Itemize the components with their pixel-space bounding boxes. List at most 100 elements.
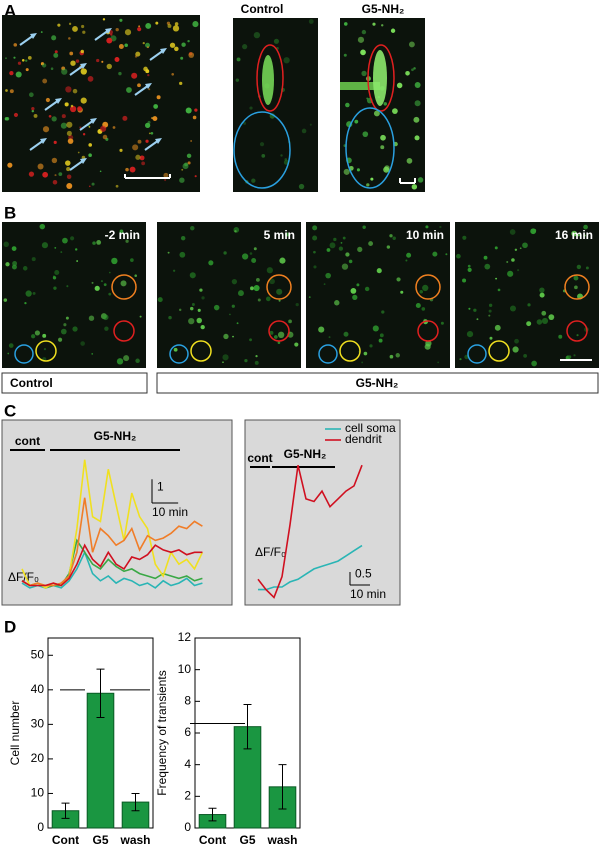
cell-spot — [54, 246, 57, 249]
image-label: G5-NH₂ — [362, 2, 405, 16]
cell-spot — [48, 114, 52, 118]
cell-spot — [222, 361, 224, 364]
cell-spot — [51, 116, 57, 122]
y-tick-label: 8 — [184, 694, 191, 708]
cell-spot — [432, 251, 438, 257]
cell-spot — [119, 148, 123, 152]
cell-spot — [72, 88, 78, 94]
cell-spot — [66, 167, 71, 172]
cell-spot — [484, 263, 491, 270]
cell-spot — [190, 140, 193, 142]
y-tick-label: 4 — [184, 757, 191, 771]
cell-spot — [328, 336, 331, 339]
cell-spot — [517, 269, 520, 272]
cell-spot — [3, 298, 8, 302]
cell-spot — [66, 174, 72, 180]
cell-spot — [396, 277, 401, 282]
y-tick-label: 50 — [31, 647, 45, 661]
cell-spot — [356, 168, 360, 172]
cell-spot — [548, 314, 555, 321]
cell-spot — [168, 315, 172, 320]
cell-spot — [223, 251, 227, 255]
micrograph — [157, 222, 301, 368]
y-label: Frequency of transients — [155, 670, 169, 795]
cell-spot — [79, 126, 82, 129]
cell-spot — [52, 276, 57, 280]
cell-spot — [92, 241, 96, 245]
cell-spot — [60, 251, 63, 253]
cell-spot — [118, 44, 124, 50]
cell-spot — [396, 82, 403, 89]
y-tick-label: 6 — [184, 725, 191, 739]
cell-spot — [53, 286, 57, 290]
cell-spot — [157, 297, 163, 303]
cell-spot — [137, 27, 142, 32]
cell-spot — [249, 338, 252, 342]
arrow-head — [145, 83, 152, 89]
cell-spot — [61, 68, 68, 75]
cell-spot — [392, 236, 396, 241]
roi-circle — [339, 340, 361, 362]
x-tick-label: Cont — [199, 833, 226, 847]
cell-spot — [51, 157, 58, 164]
cell-spot — [277, 331, 285, 339]
cell-spot — [180, 236, 186, 241]
cell-spot — [301, 128, 307, 134]
cell-spot — [58, 337, 63, 342]
cell-spot — [135, 154, 141, 160]
cell-spot — [81, 24, 85, 29]
cell-spot — [294, 342, 299, 347]
cell-spot — [57, 23, 61, 27]
cell-spot — [88, 143, 92, 147]
cell-spot — [163, 172, 169, 178]
cell-spot — [119, 229, 124, 234]
cell-spot — [25, 68, 29, 72]
cell-spot — [583, 224, 588, 230]
cell-spot — [251, 178, 256, 183]
cell-spot — [13, 56, 16, 59]
cell-spot — [257, 298, 261, 302]
cell-spot — [68, 22, 72, 25]
cell-spot — [147, 120, 151, 124]
scale-bar — [124, 174, 171, 179]
cell-spot — [408, 41, 415, 48]
cell-spot — [523, 353, 528, 358]
cell-spot — [31, 334, 36, 339]
cell-spot — [187, 161, 191, 165]
cell-spot — [9, 70, 14, 76]
cell-spot — [70, 104, 74, 108]
cell-spot — [345, 252, 350, 257]
cell-spot — [137, 139, 142, 144]
cell-spot — [42, 78, 48, 84]
cell-spot — [369, 344, 373, 348]
cell-spot — [459, 358, 462, 361]
cell-spot — [96, 239, 102, 245]
arrow-head — [80, 63, 87, 69]
cell-spot — [530, 228, 537, 235]
cell-spot — [577, 234, 580, 237]
cell-spot — [526, 321, 532, 327]
cell-spot — [361, 29, 367, 35]
cell-spot — [11, 246, 17, 252]
cell-spot — [357, 36, 365, 43]
x-tick-label: Cont — [52, 833, 79, 847]
cell-spot — [41, 242, 49, 249]
cell-spot — [411, 68, 414, 72]
x-tick-label: wash — [119, 833, 150, 847]
cell-spot — [31, 257, 36, 262]
y-tick-label: 40 — [31, 682, 45, 696]
cell-spot — [308, 19, 314, 24]
cell-spot — [102, 314, 109, 321]
cell-spot — [389, 234, 393, 238]
roi-ellipse — [345, 107, 395, 189]
roi-circle — [564, 274, 590, 300]
cell-spot — [66, 121, 73, 128]
cell-spot — [400, 290, 404, 294]
cell-spot — [383, 102, 387, 106]
error-bar — [208, 807, 217, 822]
y-tick-label: 10 — [31, 786, 45, 800]
legend-label: cell soma — [345, 421, 396, 435]
cell-spot — [66, 130, 72, 136]
cell-spot — [63, 323, 67, 327]
